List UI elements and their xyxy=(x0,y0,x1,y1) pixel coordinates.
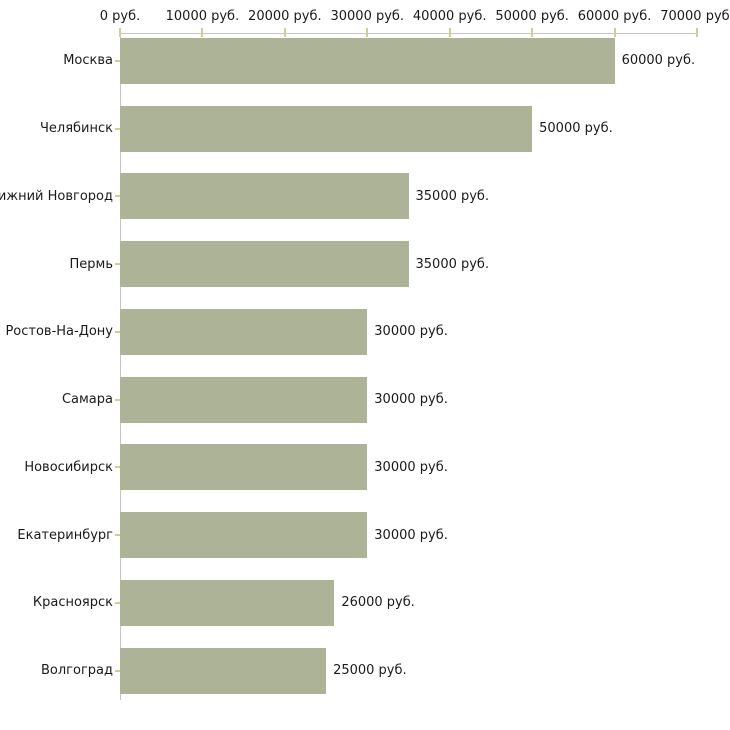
x-tick-mark xyxy=(696,28,698,37)
chart-row: Самара 30000 руб. xyxy=(62,366,697,434)
chart-row: Волгоград 25000 руб. xyxy=(41,637,697,705)
x-axis-tick-label: 10000 руб. xyxy=(165,9,240,24)
value-label: 30000 руб. xyxy=(374,527,448,543)
y-tick-mark xyxy=(115,195,120,198)
chart-row: Ростов-На-Дону 30000 руб. xyxy=(5,298,697,366)
chart-row: Челябинск 50000 руб. xyxy=(40,95,697,163)
y-tick-mark xyxy=(115,59,120,62)
x-axis-tick-label: 40000 руб. xyxy=(412,9,487,24)
value-label: 30000 руб. xyxy=(374,392,448,408)
bar xyxy=(120,376,368,423)
category-label: Красноярск xyxy=(32,595,113,611)
bar xyxy=(120,173,409,220)
bar xyxy=(120,308,368,355)
category-label: Челябинск xyxy=(39,121,113,137)
chart-row: Нижний Новгород 35000 руб. xyxy=(0,163,697,231)
x-tick-mark xyxy=(448,28,451,37)
category-label: Волгоград xyxy=(40,663,113,679)
value-label: 50000 руб. xyxy=(539,121,613,137)
bar-rows: Москва 60000 руб. Челябинск 50000 руб. Н… xyxy=(0,27,697,705)
category-label: Самара xyxy=(61,392,113,408)
chart-row: Москва 60000 руб. xyxy=(63,27,697,95)
x-axis-tick-label: 20000 руб. xyxy=(248,9,322,24)
bar xyxy=(120,512,368,559)
bar xyxy=(120,37,615,84)
x-axis-tick-label: 60000 руб. xyxy=(577,9,652,24)
y-tick-mark xyxy=(115,534,120,537)
x-tick-mark xyxy=(366,28,369,37)
x-axis-line xyxy=(120,33,697,34)
bar xyxy=(120,444,368,491)
x-tick-mark xyxy=(119,28,121,37)
value-label: 60000 руб. xyxy=(621,53,696,69)
value-label: 26000 руб. xyxy=(341,595,415,611)
y-tick-mark xyxy=(115,466,120,469)
bar xyxy=(120,647,327,694)
chart-row: Пермь 35000 руб. xyxy=(70,230,697,298)
bar xyxy=(120,241,409,288)
x-axis-tick-label: 50000 руб. xyxy=(495,9,569,24)
y-tick-mark xyxy=(115,127,120,130)
category-label: Нижний Новгород xyxy=(0,188,113,204)
x-axis-tick-label: 70000 руб. xyxy=(660,9,730,24)
bar xyxy=(120,105,533,152)
y-tick-mark xyxy=(115,330,120,333)
category-label: Москва xyxy=(63,53,113,69)
bar xyxy=(120,579,335,626)
y-axis-line xyxy=(120,33,121,700)
category-label: Пермь xyxy=(69,256,114,272)
value-label: 25000 руб. xyxy=(333,663,407,679)
x-tick-mark xyxy=(613,28,616,37)
y-tick-mark xyxy=(115,601,120,604)
x-tick-mark xyxy=(531,28,534,37)
chart-row: Новосибирск 30000 руб. xyxy=(24,434,697,502)
x-tick-mark xyxy=(201,28,204,37)
x-axis-tick-label: 30000 руб. xyxy=(330,9,405,24)
y-tick-mark xyxy=(115,263,120,266)
y-tick-mark xyxy=(115,398,120,401)
chart-row: Екатеринбург 30000 руб. xyxy=(17,501,697,569)
y-tick-mark xyxy=(115,669,120,672)
value-label: 30000 руб. xyxy=(374,324,448,340)
category-label: Новосибирск xyxy=(24,459,113,475)
chart-row: Красноярск 26000 руб. xyxy=(33,569,697,637)
category-label: Екатеринбург xyxy=(17,527,113,543)
value-label: 30000 руб. xyxy=(374,459,448,475)
x-tick-mark xyxy=(283,28,286,37)
value-label: 35000 руб. xyxy=(415,188,490,204)
x-axis-tick-label: 0 руб. xyxy=(99,9,141,24)
category-label: Ростов-На-Дону xyxy=(5,324,113,340)
value-label: 35000 руб. xyxy=(415,256,490,272)
